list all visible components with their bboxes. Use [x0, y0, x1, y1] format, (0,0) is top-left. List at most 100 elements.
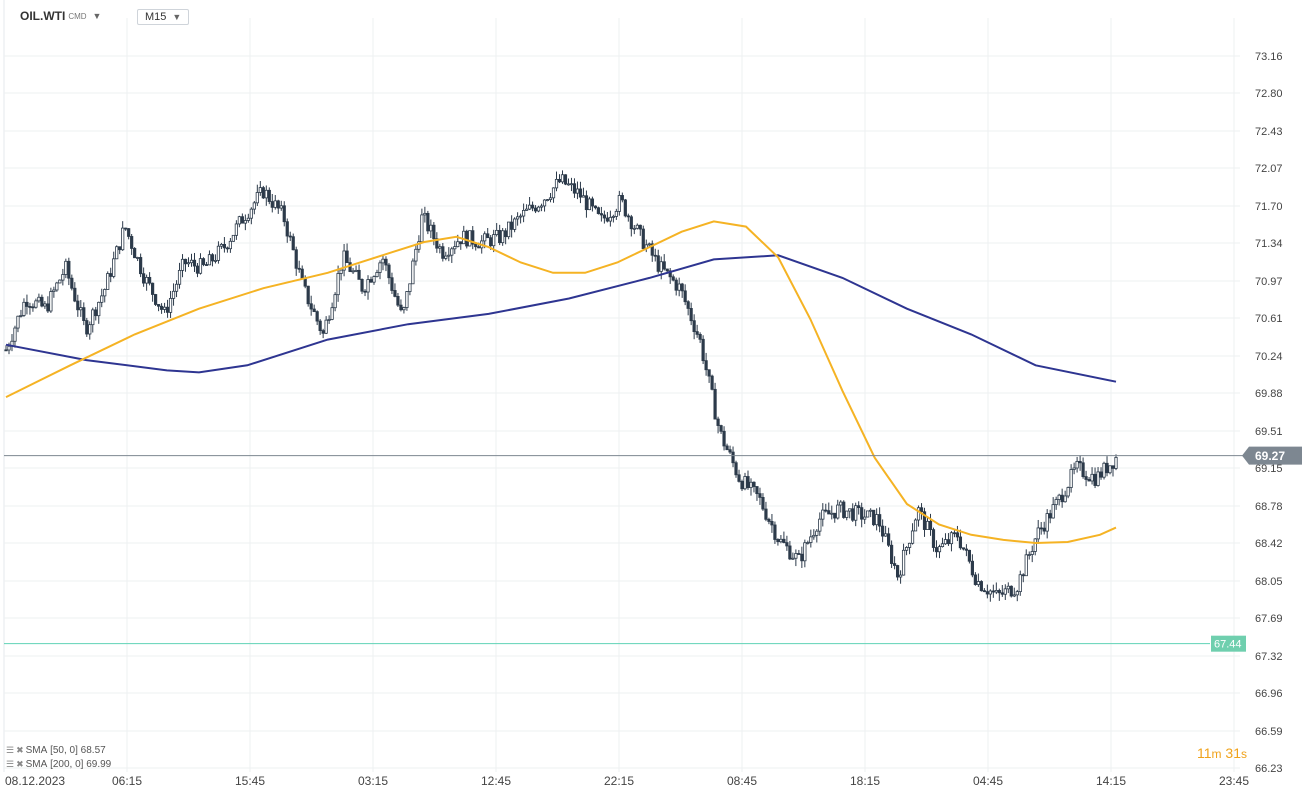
chevron-down-icon: ▼ — [172, 12, 182, 22]
candle-body — [686, 301, 690, 309]
candle-body — [1027, 554, 1031, 556]
candle-body — [145, 276, 149, 284]
symbol-suffix: CMD — [68, 11, 87, 21]
candle-body — [1048, 513, 1052, 519]
candle-body — [833, 512, 837, 519]
candle-body — [997, 590, 1001, 594]
x-tick-label: 15:45 — [235, 774, 265, 788]
candle-body — [369, 279, 373, 283]
candle-body — [743, 476, 747, 490]
candle-body — [216, 245, 221, 261]
candle-body — [1015, 591, 1019, 596]
candle-body — [767, 518, 771, 522]
candle-body — [174, 283, 179, 292]
candle-body — [153, 294, 158, 305]
candle-body — [249, 208, 253, 219]
candle-body — [1099, 471, 1103, 478]
list-icon[interactable]: ☰ — [6, 759, 15, 769]
candle-body — [901, 549, 906, 576]
y-tick-label: 69.51 — [1255, 426, 1283, 438]
candle-body — [351, 270, 355, 273]
candle-body — [994, 590, 998, 593]
candle-body — [773, 524, 777, 540]
candle-body — [498, 229, 502, 244]
candle-body — [919, 507, 924, 513]
candle-body — [396, 296, 400, 306]
candle-body — [1039, 527, 1043, 530]
candle-body — [554, 178, 559, 189]
legend-label: SMA — [25, 745, 48, 756]
candle-body — [64, 260, 68, 275]
candle-body — [450, 248, 454, 256]
candle-body — [393, 290, 397, 297]
candle-body — [210, 254, 215, 262]
candle-body — [285, 221, 289, 237]
candle-body — [109, 273, 113, 277]
candle-body — [1093, 473, 1097, 486]
close-icon[interactable]: ✖ — [16, 745, 24, 755]
candle-body — [794, 553, 798, 559]
y-tick-label: 72.43 — [1255, 126, 1283, 138]
close-icon[interactable]: ✖ — [16, 759, 24, 769]
candle-body — [459, 241, 463, 245]
candle-body — [872, 509, 876, 526]
candle-body — [1111, 465, 1115, 469]
x-tick-label: 04:45 — [973, 774, 1003, 788]
candle-body — [136, 257, 140, 259]
candle-body — [1105, 462, 1109, 474]
candle-body — [438, 246, 442, 249]
y-tick-label: 72.80 — [1255, 88, 1283, 100]
candle-body — [312, 308, 316, 313]
candle-body — [357, 269, 361, 280]
candle-body — [1087, 479, 1091, 482]
candle-body — [411, 260, 415, 285]
candle-body — [148, 276, 152, 284]
candle-body — [551, 187, 556, 199]
countdown-minutes-unit: m — [1211, 747, 1222, 761]
candle-body — [1024, 554, 1028, 577]
candle-body — [524, 208, 529, 211]
candle-body — [533, 207, 538, 212]
candle-body — [387, 264, 391, 279]
level-price-label: 67.44 — [1214, 639, 1242, 651]
candle-body — [28, 306, 32, 308]
candle-body — [854, 505, 858, 521]
candle-body — [1072, 467, 1076, 470]
candle-body — [937, 546, 942, 553]
candle-body — [851, 508, 855, 521]
candle-body — [432, 224, 436, 240]
candle-body — [270, 201, 274, 208]
candle-body — [237, 216, 241, 225]
candle-body — [1066, 487, 1070, 497]
candle-body — [638, 224, 642, 230]
legend-sma-50[interactable]: ☰ ✖ SMA [50, 0] 68.57 — [6, 745, 106, 756]
candle-body — [755, 486, 759, 495]
candle-body — [991, 590, 995, 593]
x-tick-label: 03:15 — [358, 774, 388, 788]
candle-body — [399, 304, 403, 311]
candle-body — [40, 296, 44, 307]
candle-body — [294, 249, 298, 269]
timeframe-selector[interactable]: M15 ▼ — [137, 9, 190, 25]
candle-body — [213, 260, 218, 262]
candle-body — [737, 474, 741, 482]
candle-body — [818, 518, 822, 532]
candle-body — [952, 532, 957, 535]
candle-body — [504, 230, 508, 238]
legend-sma-200[interactable]: ☰ ✖ SMA [200, 0] 69.99 — [6, 759, 111, 770]
x-tick-label: 23:45 — [1219, 774, 1249, 788]
candle-body — [1012, 594, 1016, 597]
candle-body — [1006, 585, 1010, 590]
y-tick-label: 71.34 — [1255, 238, 1283, 250]
symbol-selector[interactable]: OIL.WTI CMD ▼ — [20, 9, 101, 23]
list-icon[interactable]: ☰ — [6, 745, 15, 755]
candle-body — [635, 224, 639, 229]
candle-body — [300, 268, 304, 279]
candle-body — [61, 274, 65, 281]
x-tick-label: 08:45 — [727, 774, 757, 788]
candle-body — [785, 542, 789, 547]
candle-body — [970, 560, 974, 576]
sma-200-line — [5, 254, 1117, 383]
candle-body — [510, 221, 514, 230]
